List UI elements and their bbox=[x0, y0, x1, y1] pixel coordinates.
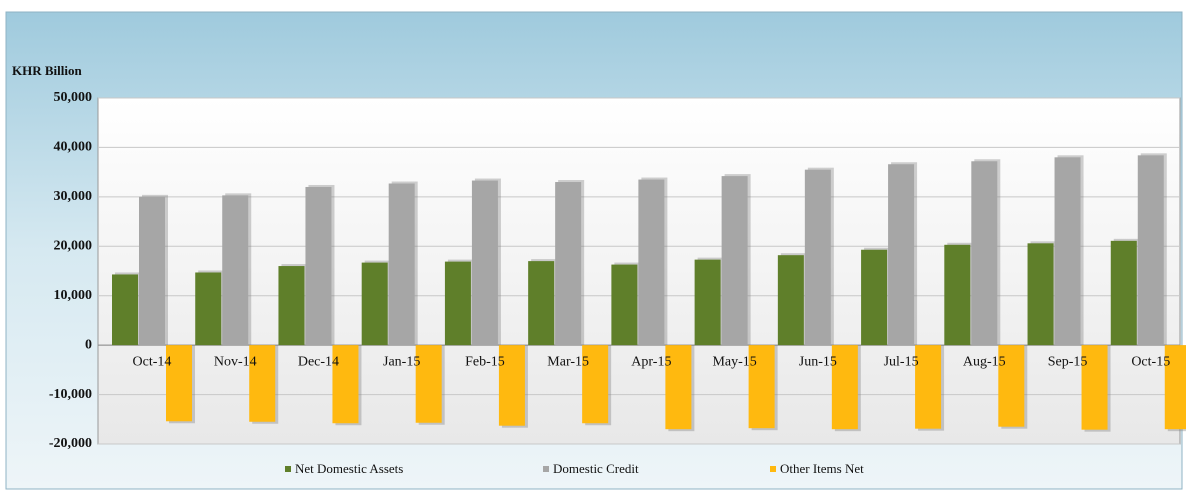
bar bbox=[249, 345, 276, 422]
bar bbox=[1027, 243, 1054, 346]
legend-label: Domestic Credit bbox=[553, 461, 639, 476]
bar bbox=[1137, 155, 1164, 346]
bar bbox=[305, 186, 332, 346]
x-tick-label: Mar-15 bbox=[547, 354, 589, 369]
x-tick-label: Nov-14 bbox=[214, 354, 257, 369]
bar bbox=[332, 345, 359, 424]
bar bbox=[748, 345, 775, 429]
bar bbox=[1081, 345, 1108, 430]
bar bbox=[861, 249, 888, 346]
y-tick-label: 50,000 bbox=[54, 90, 93, 105]
legend-label: Other Items Net bbox=[780, 461, 864, 476]
bar bbox=[388, 183, 415, 346]
y-tick-label: 10,000 bbox=[54, 288, 93, 303]
bar bbox=[638, 179, 665, 346]
bar bbox=[694, 259, 721, 346]
x-tick-label: Feb-15 bbox=[465, 354, 505, 369]
bar bbox=[611, 264, 638, 346]
bar bbox=[195, 272, 222, 346]
bar bbox=[555, 182, 582, 346]
bar bbox=[804, 169, 831, 346]
bar bbox=[444, 261, 471, 346]
bar bbox=[139, 196, 165, 346]
x-tick-label: Jul-15 bbox=[884, 354, 919, 369]
y-tick-label: 20,000 bbox=[54, 239, 93, 254]
bar bbox=[915, 345, 942, 429]
bar bbox=[582, 345, 609, 424]
bar bbox=[1164, 345, 1186, 430]
bar bbox=[665, 345, 692, 430]
bar bbox=[278, 266, 305, 346]
bar bbox=[415, 345, 442, 423]
bar bbox=[721, 176, 748, 346]
bar bbox=[471, 180, 498, 346]
y-tick-label: 0 bbox=[85, 337, 92, 352]
bar bbox=[888, 164, 915, 346]
y-tick-label: 40,000 bbox=[54, 140, 93, 155]
x-tick-label: Oct-15 bbox=[1131, 354, 1170, 369]
legend-swatch bbox=[543, 466, 549, 472]
bar bbox=[112, 274, 138, 346]
x-tick-label: Sep-15 bbox=[1048, 354, 1088, 369]
legend-label: Net Domestic Assets bbox=[295, 461, 403, 476]
x-tick-label: Aug-15 bbox=[963, 354, 1006, 369]
legend-swatch bbox=[770, 466, 776, 472]
bar bbox=[831, 345, 858, 430]
y-tick-label: -10,000 bbox=[49, 387, 92, 402]
bar bbox=[361, 262, 388, 346]
y-tick-label: 30,000 bbox=[54, 189, 93, 204]
x-tick-label: May-15 bbox=[712, 354, 756, 369]
bar bbox=[166, 345, 192, 422]
x-tick-label: Oct-14 bbox=[133, 354, 172, 369]
bar bbox=[222, 195, 249, 346]
bar bbox=[777, 255, 804, 346]
bar bbox=[1054, 157, 1081, 346]
legend-swatch bbox=[285, 466, 291, 472]
y-tick-label: -20,000 bbox=[49, 436, 92, 451]
x-tick-label: Jun-15 bbox=[799, 354, 837, 369]
bar bbox=[998, 345, 1025, 427]
x-tick-label: Apr-15 bbox=[631, 354, 671, 369]
bar bbox=[528, 261, 555, 346]
bar bbox=[944, 244, 971, 346]
x-tick-label: Dec-14 bbox=[298, 354, 339, 369]
chart-title: KHR Billion bbox=[12, 63, 82, 78]
bar bbox=[1110, 240, 1137, 346]
x-tick-label: Jan-15 bbox=[383, 354, 420, 369]
bar bbox=[971, 161, 998, 346]
bar bbox=[498, 345, 525, 426]
